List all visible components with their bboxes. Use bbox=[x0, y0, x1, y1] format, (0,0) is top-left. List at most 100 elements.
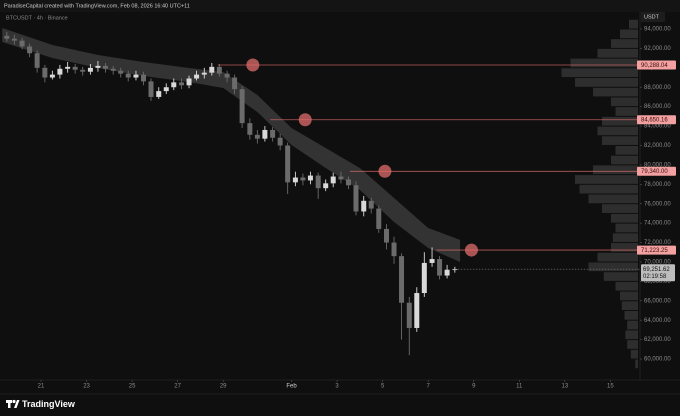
logo-dot bbox=[12, 399, 16, 404]
volume-bar bbox=[612, 233, 638, 243]
candle-body bbox=[353, 185, 359, 212]
y-tick-label: 94,000.00 bbox=[644, 27, 671, 33]
x-tick-label: 25 bbox=[129, 384, 136, 390]
candle-body bbox=[399, 256, 405, 303]
candle-body bbox=[11, 38, 17, 41]
candle-body bbox=[429, 259, 435, 263]
volume-bar bbox=[620, 291, 638, 301]
x-tick-label: 9 bbox=[472, 384, 476, 390]
volume-bar bbox=[588, 262, 638, 272]
y-tick-label: 70,000.00 bbox=[644, 260, 671, 266]
volume-bar bbox=[611, 213, 638, 223]
volume-bar bbox=[561, 68, 638, 78]
candle-body bbox=[315, 175, 321, 189]
candle-body bbox=[80, 69, 86, 72]
candle-body bbox=[163, 87, 169, 92]
candle-body bbox=[368, 200, 374, 209]
y-tick-label: 62,000.00 bbox=[644, 337, 671, 343]
volume-bar bbox=[621, 301, 638, 310]
candle-body bbox=[323, 183, 329, 189]
volume-bar bbox=[615, 107, 638, 116]
candle-body bbox=[148, 81, 154, 97]
candle-body bbox=[414, 293, 420, 328]
volume-bar bbox=[615, 223, 638, 233]
volume-bar bbox=[602, 136, 638, 145]
logo bbox=[6, 399, 20, 408]
y-tick-label: 68,000.00 bbox=[644, 279, 671, 285]
volume-bar bbox=[620, 29, 638, 39]
y-tick-label: 60,000.00 bbox=[644, 357, 671, 363]
x-tick-label: 7 bbox=[427, 384, 431, 390]
logo-stem bbox=[8, 400, 11, 408]
volume-bar bbox=[630, 349, 638, 359]
candle-body bbox=[391, 242, 397, 257]
candle-body bbox=[345, 179, 351, 186]
candle-body bbox=[102, 65, 108, 69]
candle-body bbox=[194, 74, 200, 79]
logo-slash bbox=[14, 400, 20, 408]
level-label-box bbox=[637, 115, 676, 125]
level-marker bbox=[246, 58, 260, 72]
last-price-box bbox=[641, 264, 675, 282]
candle-body bbox=[95, 65, 101, 68]
candle-body bbox=[186, 78, 192, 86]
volume-profile bbox=[561, 19, 638, 369]
candle-body bbox=[307, 175, 313, 181]
volume-bar bbox=[597, 252, 638, 262]
y-tick-label: 88,000.00 bbox=[644, 85, 671, 91]
level-marker bbox=[464, 243, 478, 257]
candle-body bbox=[330, 176, 336, 184]
volume-bar bbox=[593, 165, 638, 175]
volume-bar bbox=[593, 87, 638, 97]
candle-body bbox=[125, 73, 131, 78]
candle-body bbox=[376, 208, 382, 229]
level-label: 79,340.00 bbox=[641, 169, 668, 175]
volume-bar bbox=[611, 39, 638, 48]
countdown: 02:19:58 bbox=[643, 274, 667, 280]
candle-body bbox=[361, 200, 367, 212]
ribbon bbox=[2, 28, 461, 262]
candle-body bbox=[4, 35, 10, 39]
candle-body bbox=[57, 68, 63, 75]
candle-body bbox=[292, 177, 298, 183]
symbol-label: BTCUSDT · 4h · Binance bbox=[6, 15, 68, 21]
y-tick-label: 80,000.00 bbox=[644, 162, 671, 168]
level-label: 84,650.16 bbox=[641, 118, 668, 124]
volume-bar bbox=[603, 272, 638, 281]
volume-bar bbox=[615, 281, 638, 291]
candle-body bbox=[254, 134, 260, 139]
volume-bar bbox=[602, 204, 638, 213]
candle-body bbox=[118, 70, 124, 74]
candle-body bbox=[216, 66, 222, 74]
candle-body bbox=[224, 73, 230, 78]
level-label: 90,288.04 bbox=[641, 63, 668, 69]
candle-body bbox=[338, 176, 344, 180]
candle-body bbox=[277, 137, 283, 146]
candle-body bbox=[72, 66, 78, 70]
candle-body bbox=[270, 129, 276, 138]
candle-body bbox=[247, 123, 253, 135]
x-tick-label: Feb bbox=[286, 384, 297, 390]
volume-bar bbox=[570, 58, 638, 68]
candle-body bbox=[384, 228, 390, 243]
x-tick-label: 29 bbox=[220, 384, 227, 390]
candle-body bbox=[34, 53, 40, 68]
candle-body bbox=[444, 269, 450, 276]
volume-bar bbox=[627, 340, 638, 349]
candle-body bbox=[87, 67, 93, 72]
candle-body bbox=[239, 89, 245, 124]
volume-bar bbox=[625, 330, 638, 340]
volume-bar bbox=[575, 78, 638, 87]
x-tick-label: 13 bbox=[561, 384, 568, 390]
volume-bar bbox=[602, 116, 638, 126]
currency: USDT bbox=[644, 14, 660, 20]
x-tick-label: 11 bbox=[516, 384, 523, 390]
candle-body bbox=[133, 74, 139, 78]
plot-inner bbox=[2, 19, 640, 369]
x-tick-label: 27 bbox=[174, 384, 181, 390]
volume-bar bbox=[611, 155, 638, 165]
candle-body bbox=[49, 74, 55, 78]
candle-body bbox=[171, 82, 177, 88]
